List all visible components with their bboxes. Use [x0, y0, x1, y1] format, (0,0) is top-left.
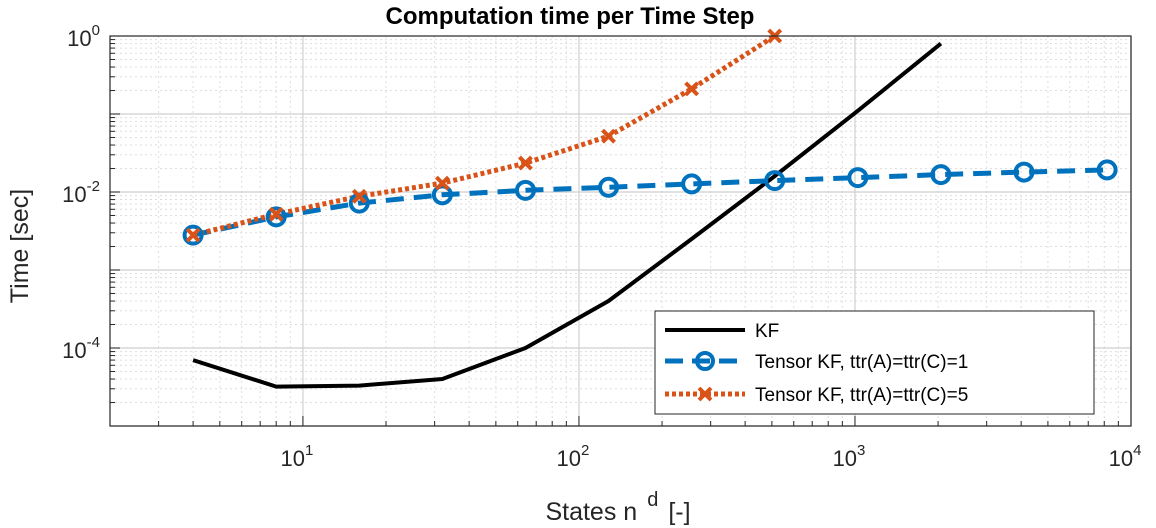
data-point: [764, 170, 786, 192]
x-axis-label: States n d [-]: [545, 489, 690, 526]
legend: KF Tensor KF, ttr(A)=ttr(C)=1 Tensor KF,…: [654, 310, 1095, 415]
x-axis-label-unit: [-]: [668, 498, 690, 526]
plot-frame: [109, 35, 1132, 427]
x-tick-base: 10: [281, 446, 305, 471]
y-tick-exp: -4: [87, 334, 100, 351]
y-tick-label: 10-4: [62, 334, 100, 363]
legend-label-tensor-5: Tensor KF, ttr(A)=ttr(C)=5: [755, 385, 968, 406]
legend-label-kf: KF: [755, 321, 779, 342]
x-tick-exp: 2: [581, 442, 589, 459]
series-layer: [192, 36, 1108, 389]
x-tick-label: 101: [281, 442, 314, 471]
x-tick-base: 10: [1109, 446, 1133, 471]
y-tick-exp: 0: [92, 22, 100, 39]
y-tick-base: 10: [67, 26, 91, 51]
x-axis-label-sup: d: [647, 489, 658, 511]
y-tick-base: 10: [62, 182, 86, 207]
x-tick-label: 103: [833, 442, 866, 471]
data-point: [431, 184, 453, 206]
data-point: [268, 206, 284, 222]
x-tick-exp: 3: [857, 442, 865, 459]
x-tick-exp: 1: [305, 442, 313, 459]
data-point: [681, 173, 703, 195]
y-tick-exp: -2: [87, 178, 100, 195]
x-tick-base: 10: [557, 446, 581, 471]
data-point: [684, 81, 700, 97]
x-tick-base: 10: [833, 446, 857, 471]
x-tick-label: 104: [1109, 442, 1142, 471]
data-point: [514, 179, 536, 201]
data-point: [434, 175, 450, 191]
legend-marker-tensor-1: [695, 351, 715, 371]
data-point: [351, 188, 367, 204]
data-point: [930, 164, 952, 186]
data-point: [601, 128, 616, 144]
data-point: [185, 227, 201, 243]
x-tick-exp: 4: [1133, 442, 1141, 459]
data-point: [518, 155, 533, 171]
data-point: [265, 206, 287, 228]
y-tick-base: 10: [62, 338, 86, 363]
markers-layer: [182, 28, 1118, 246]
y-tick-label: 100: [67, 22, 100, 51]
data-point: [182, 224, 204, 246]
legend-label-tensor-1: Tensor KF, ttr(A)=ttr(C)=1: [755, 352, 968, 373]
data-point: [1013, 161, 1035, 183]
x-axis-label-base: States n: [545, 498, 637, 526]
data-point: [598, 176, 620, 198]
legend-marker-tensor-5: [697, 386, 713, 402]
data-point: [1096, 159, 1118, 181]
data-point: [847, 167, 869, 189]
series-line-2: [192, 36, 777, 238]
series-line-1: [192, 167, 1108, 238]
series-line-0: [192, 42, 943, 389]
x-tick-label: 102: [557, 442, 590, 471]
y-tick-label: 10-2: [62, 178, 100, 207]
chart-title: Computation time per Time Step: [386, 3, 755, 30]
y-axis-label: Time [sec]: [6, 189, 34, 303]
